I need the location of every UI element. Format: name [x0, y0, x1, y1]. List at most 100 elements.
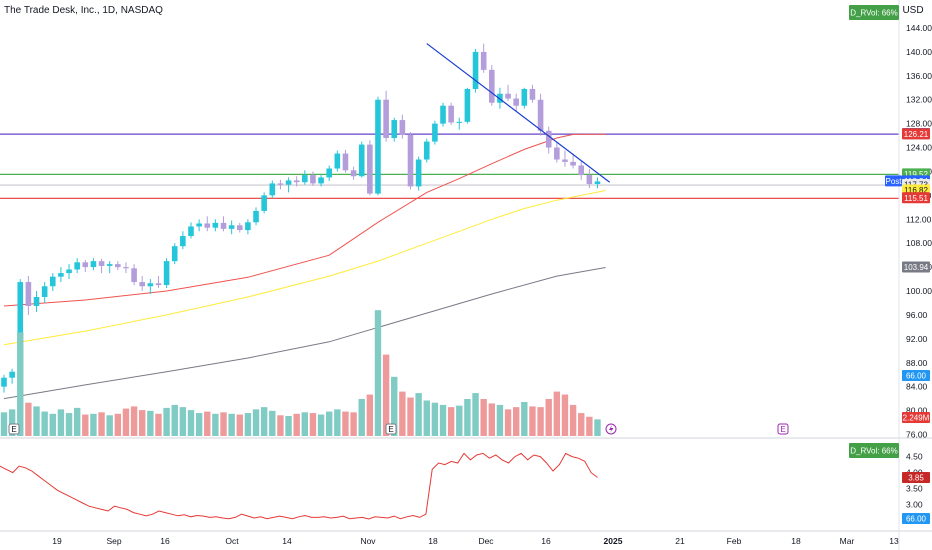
candle[interactable] [49, 276, 56, 287]
candle[interactable] [171, 246, 178, 262]
candle[interactable] [180, 236, 186, 247]
indicator-pane[interactable] [0, 452, 598, 520]
candle[interactable] [521, 88, 528, 106]
candle[interactable] [196, 223, 202, 227]
candle[interactable] [375, 99, 381, 194]
candle[interactable] [334, 153, 341, 169]
candle[interactable] [513, 98, 519, 106]
candle[interactable] [253, 210, 259, 223]
candle[interactable] [399, 120, 406, 136]
candle[interactable] [489, 69, 495, 103]
volume-bar [122, 408, 130, 436]
candle[interactable] [415, 159, 422, 187]
candle[interactable] [212, 222, 219, 228]
candle[interactable] [293, 180, 300, 183]
candle[interactable] [310, 175, 316, 184]
currency-label[interactable]: USD [902, 5, 923, 16]
candle[interactable] [594, 181, 601, 185]
time-axis[interactable]: 19 Sep 16 Oct 14 Nov 18 Dec 16 2025 21 Feb 18 Mar 13 [52, 536, 899, 546]
candle[interactable] [554, 147, 560, 160]
candle[interactable] [9, 371, 15, 378]
candle[interactable] [537, 99, 544, 131]
candle[interactable] [82, 262, 89, 268]
candle[interactable] [90, 261, 97, 268]
volume-bar [407, 397, 414, 436]
candle[interactable] [432, 123, 438, 142]
candle[interactable] [448, 105, 454, 123]
trendline[interactable] [426, 43, 611, 183]
candle[interactable] [529, 88, 536, 100]
earnings-marker[interactable] [777, 423, 789, 435]
volume-bar [0, 412, 8, 436]
candle[interactable] [497, 93, 503, 103]
candle[interactable] [472, 51, 479, 89]
time-tick-label: 13 [889, 536, 899, 546]
rvol-badge-sub[interactable] [849, 443, 899, 458]
candle[interactable] [423, 141, 430, 160]
candle[interactable] [285, 180, 292, 185]
price-label-tag [902, 261, 930, 273]
candle[interactable] [302, 175, 308, 183]
relative-volatility-line[interactable] [0, 452, 598, 520]
candle[interactable] [358, 144, 365, 177]
candle[interactable] [505, 93, 511, 99]
ma-fast-line[interactable] [3, 133, 606, 307]
candle[interactable] [342, 153, 349, 171]
candle[interactable] [17, 282, 24, 372]
candle[interactable] [586, 175, 593, 185]
candle[interactable] [25, 282, 32, 306]
candle[interactable] [545, 130, 552, 148]
candle[interactable] [391, 120, 398, 138]
candle[interactable] [131, 268, 137, 283]
volume-bar [114, 413, 122, 436]
rvol-badge-top[interactable] [849, 5, 899, 20]
candle[interactable] [66, 269, 72, 274]
candle[interactable] [58, 273, 64, 277]
candle[interactable] [204, 223, 211, 228]
candle[interactable] [456, 121, 463, 123]
candle[interactable] [155, 283, 162, 286]
candle[interactable] [245, 222, 251, 231]
candle[interactable] [318, 177, 324, 184]
ma-slow-line[interactable] [3, 267, 606, 400]
candle[interactable] [269, 183, 276, 196]
candle[interactable] [261, 195, 267, 211]
candle[interactable] [440, 105, 446, 124]
candle[interactable] [326, 168, 332, 178]
candle[interactable] [188, 226, 194, 237]
time-tick-label: Oct [225, 536, 239, 546]
candle[interactable] [163, 261, 170, 286]
candle[interactable] [74, 262, 80, 270]
candle[interactable] [464, 88, 471, 122]
candle[interactable] [578, 165, 585, 176]
candle[interactable] [407, 135, 414, 187]
earnings-marker[interactable] [8, 423, 20, 435]
price-label-text: 119.52 [904, 170, 928, 179]
candle[interactable] [562, 159, 568, 162]
candle[interactable] [236, 225, 243, 231]
candle[interactable] [115, 264, 121, 268]
candle[interactable] [228, 225, 235, 229]
candle[interactable] [350, 170, 357, 177]
candle[interactable] [277, 183, 284, 185]
candle[interactable] [123, 267, 129, 269]
candle[interactable] [220, 222, 227, 229]
volume-bar [293, 413, 300, 436]
price-pane[interactable] [0, 43, 899, 400]
earnings-marker[interactable] [385, 423, 397, 435]
candle[interactable] [147, 283, 154, 287]
candle[interactable] [41, 286, 48, 298]
candle[interactable] [570, 161, 576, 166]
candle[interactable] [367, 144, 373, 194]
symbol-title[interactable]: The Trade Desk, Inc., 1D, NASDAQ [4, 5, 163, 16]
candle[interactable] [383, 99, 389, 138]
candle[interactable] [480, 51, 487, 70]
candle[interactable] [98, 261, 105, 266]
ma-mid-line[interactable] [3, 190, 606, 346]
candle[interactable] [139, 282, 146, 287]
candle[interactable] [1, 377, 7, 387]
candle[interactable] [33, 297, 40, 306]
candle[interactable] [106, 264, 113, 266]
